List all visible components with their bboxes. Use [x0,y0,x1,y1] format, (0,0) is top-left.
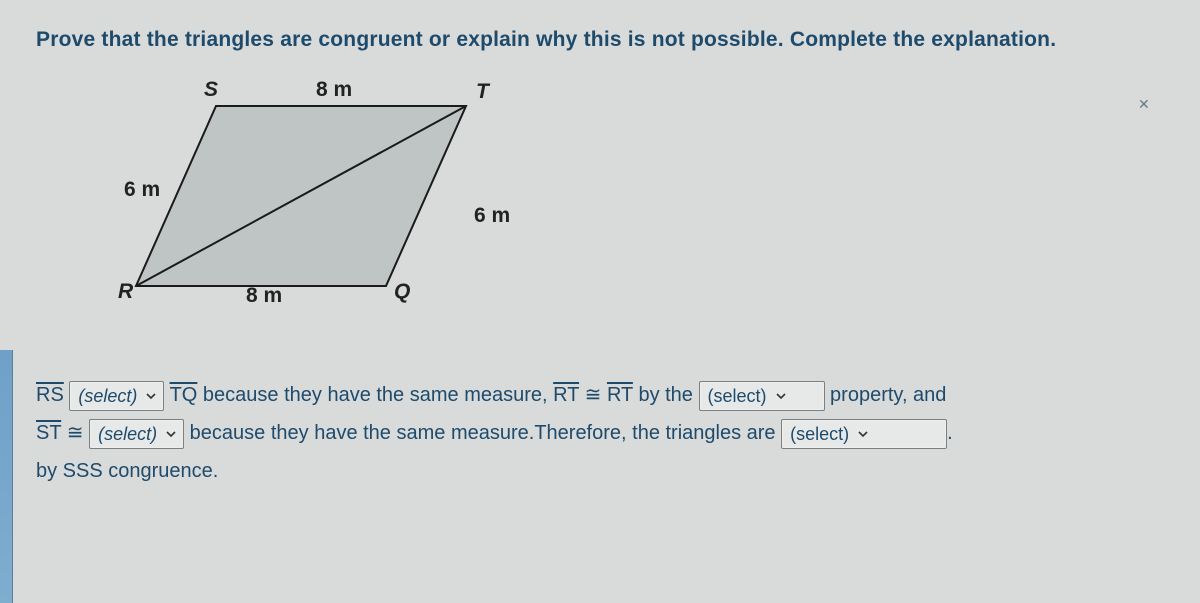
select-placeholder: (select) [78,377,137,415]
worksheet-page: Prove that the triangles are congruent o… [0,0,1200,603]
vertex-label-s: S [204,78,218,102]
window-edge-strip [0,350,13,603]
proof-frag-1: because they have the same measure, [197,384,553,406]
segment-st: ST [36,422,61,444]
segment-rs: RS [36,384,64,406]
side-label-rq: 8 m [246,284,282,308]
congruent-symbol-2: ≅ [67,422,84,444]
geometry-figure: S T R Q 8 m 8 m 6 m 6 m [76,76,596,336]
chevron-down-icon [857,428,869,440]
proof-paragraph: RS (select) TQ because they have the sam… [36,376,1126,490]
proof-frag-3: property, and [825,384,947,406]
proof-line-3: by SSS congruence. [36,460,218,482]
select-placeholder: (select) [708,377,767,415]
proof-frag-4: because they have the same measure.There… [184,422,781,444]
chevron-down-icon [145,390,157,402]
side-label-rs: 6 m [124,178,160,202]
vertex-label-r: R [118,280,133,304]
vertex-label-q: Q [394,280,410,304]
select-property[interactable]: (select) [699,381,825,411]
chevron-down-icon [775,390,787,402]
vertex-label-t: T [476,80,489,104]
select-relation-1[interactable]: (select) [69,381,164,411]
select-placeholder: (select) [790,415,849,453]
select-conclusion[interactable]: (select) [781,419,947,449]
close-hint-icon: ✕ [1138,96,1154,112]
congruent-symbol-1: ≅ [585,384,602,406]
segment-rt-1: RT [553,384,579,406]
side-label-st: 8 m [316,78,352,102]
select-placeholder: (select) [98,415,157,453]
segment-rt-2: RT [607,384,633,406]
question-prompt: Prove that the triangles are congruent o… [36,28,1164,52]
side-label-tq: 6 m [474,204,510,228]
proof-frag-2: by the [633,384,699,406]
select-segment[interactable]: (select) [89,419,184,449]
chevron-down-icon [165,428,177,440]
segment-tq: TQ [170,384,198,406]
